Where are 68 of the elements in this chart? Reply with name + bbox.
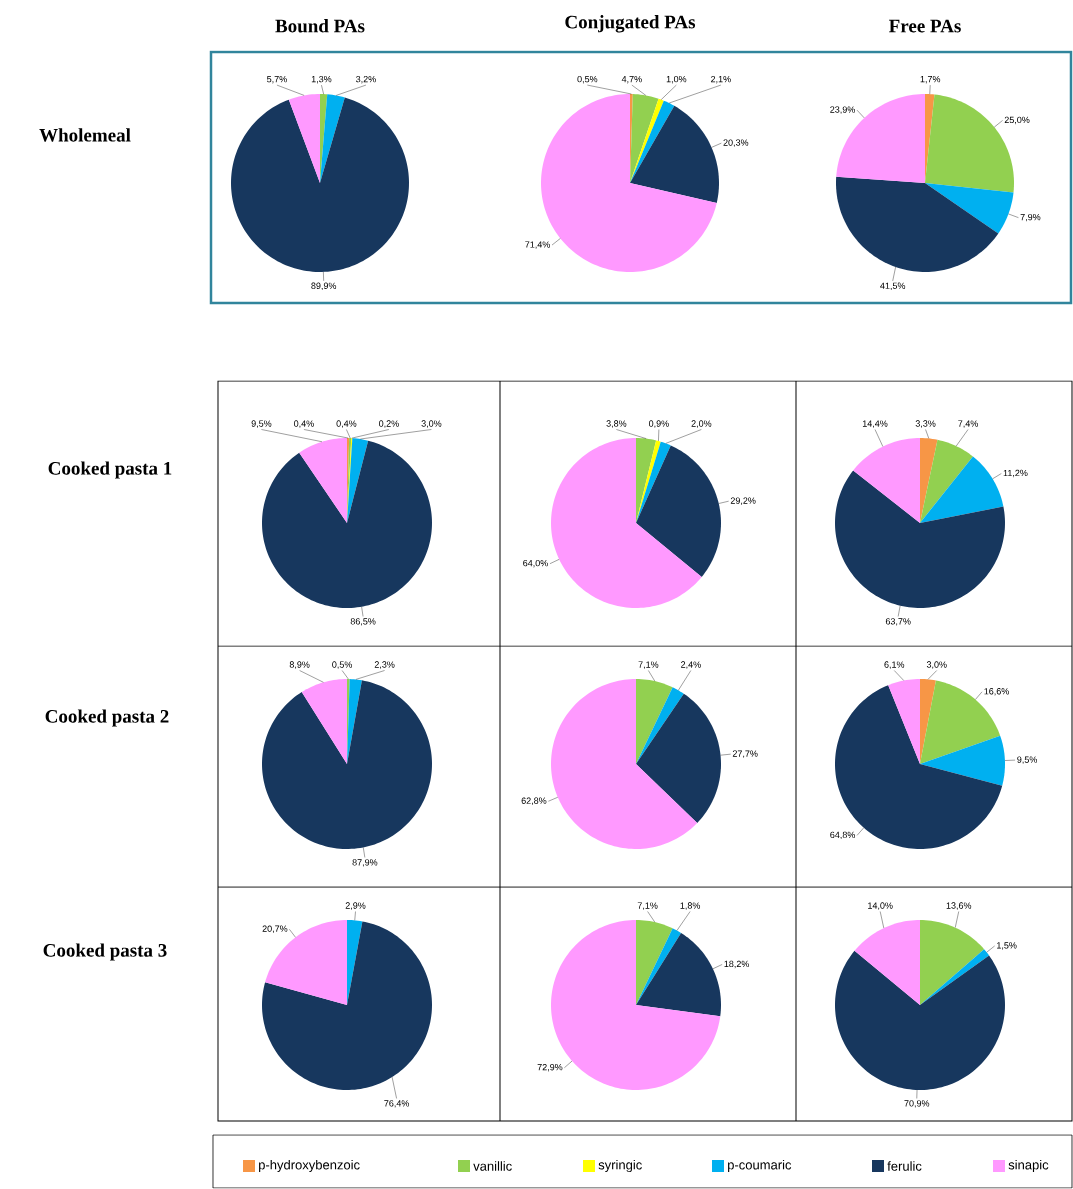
legend-label: syringic — [598, 1159, 642, 1173]
legend-label: sinapic — [1008, 1159, 1049, 1173]
data-label: 89,9% — [311, 282, 337, 291]
data-label: 1,5% — [997, 942, 1017, 950]
data-label: 18,2% — [724, 960, 750, 969]
legend-label: p-hydroxybenzoic — [259, 1159, 360, 1173]
data-label: 72,9% — [537, 1064, 563, 1072]
data-label: 29,2% — [730, 497, 756, 505]
data-label: 0,4% — [294, 420, 314, 428]
data-label: 0,5% — [332, 661, 353, 669]
data-label: 2,9% — [345, 902, 366, 910]
data-label: 11,2% — [1003, 469, 1028, 478]
data-label: 0,2% — [379, 420, 399, 428]
data-label: 63,7% — [885, 618, 911, 626]
data-label: 70,9% — [904, 1100, 930, 1108]
chart-title: Conjugated PAs — [565, 15, 696, 33]
legend-label: ferulic — [887, 1161, 922, 1171]
data-label: 3,3% — [915, 420, 936, 428]
data-label: 41,5% — [880, 282, 906, 290]
data-label: 2,1% — [711, 75, 731, 84]
data-label: 2,4% — [681, 661, 701, 669]
data-label: 0,5% — [577, 75, 598, 84]
data-label: 64,8% — [830, 831, 856, 840]
data-label: 64,0% — [523, 559, 548, 568]
chart-title: Free PAs — [889, 19, 961, 33]
data-label: 5,7% — [267, 76, 287, 84]
data-label: 0,4% — [336, 420, 357, 428]
data-label: 4,7% — [621, 76, 642, 84]
data-label: 7,1% — [638, 661, 659, 669]
data-label: 2,3% — [374, 661, 395, 669]
text: Cooked pasta 3 — [43, 943, 167, 961]
data-label: 14,0% — [868, 902, 893, 910]
text: Cooked pasta 1 — [48, 461, 172, 479]
data-label: 20,3% — [723, 139, 749, 147]
data-label: 6,1% — [884, 661, 905, 669]
data-label: 1,3% — [311, 75, 332, 84]
legend-label: vanillic — [473, 1161, 512, 1171]
legend-label: p-coumaric — [728, 1159, 792, 1173]
data-label: 3,0% — [926, 661, 947, 669]
data-label: 76,4% — [384, 1100, 410, 1108]
data-label: 3,2% — [356, 75, 376, 84]
data-label: 3,8% — [606, 420, 627, 428]
data-label: 1,7% — [920, 76, 941, 84]
data-label: 0,9% — [648, 420, 669, 428]
data-label: 14,4% — [862, 420, 888, 428]
data-label: 87,9% — [352, 859, 378, 867]
data-label: 27,7% — [732, 750, 758, 758]
data-label: 13,6% — [946, 902, 972, 910]
data-label: 3,0% — [421, 420, 442, 428]
data-label: 2,0% — [691, 420, 712, 428]
data-label: 8,9% — [289, 661, 310, 669]
data-label: 62,8% — [521, 797, 547, 805]
data-label: 1,8% — [680, 902, 701, 910]
chart-title: Bound PAs — [275, 19, 365, 33]
data-label: 71,4% — [525, 241, 550, 249]
data-label: 23,9% — [830, 106, 855, 114]
data-label: 7,1% — [637, 902, 658, 910]
data-label: 16,6% — [984, 688, 1009, 696]
data-label: 20,7% — [262, 925, 288, 933]
data-label: 9,5% — [251, 420, 272, 428]
data-label: 25,0% — [1004, 116, 1030, 125]
data-label: 7,4% — [958, 420, 978, 428]
data-label: 1,0% — [666, 75, 687, 84]
data-label: 86,5% — [350, 618, 376, 626]
text: Cooked pasta 2 — [45, 709, 169, 727]
data-label: 7,9% — [1020, 213, 1041, 222]
text: Wholemeal — [39, 128, 131, 142]
data-label: 9,5% — [1017, 756, 1038, 764]
